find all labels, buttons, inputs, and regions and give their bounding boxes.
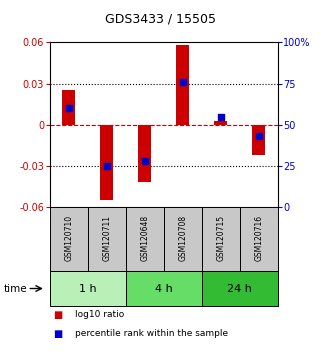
Text: percentile rank within the sample: percentile rank within the sample	[75, 329, 229, 338]
Bar	[50, 271, 126, 306]
Bar	[88, 207, 126, 271]
Text: GSM120711: GSM120711	[102, 215, 111, 261]
Text: GSM120708: GSM120708	[178, 215, 187, 261]
Bar	[164, 207, 202, 271]
Point	[218, 114, 223, 119]
Bar	[214, 121, 227, 125]
Bar	[202, 271, 278, 306]
Bar	[126, 271, 202, 306]
Text: log10 ratio: log10 ratio	[75, 310, 125, 319]
Bar	[176, 45, 189, 125]
Text: ■: ■	[53, 310, 62, 320]
Text: 1 h: 1 h	[79, 284, 97, 293]
Point	[180, 79, 185, 85]
Bar	[240, 207, 278, 271]
Bar	[100, 125, 113, 200]
Text: ■: ■	[53, 329, 62, 339]
Text: 4 h: 4 h	[155, 284, 173, 293]
Text: GSM120715: GSM120715	[216, 215, 225, 261]
Point	[256, 133, 261, 139]
Bar	[138, 125, 152, 182]
Point	[142, 158, 147, 164]
Text: 24 h: 24 h	[227, 284, 252, 293]
Text: GSM120716: GSM120716	[254, 215, 263, 261]
Bar	[50, 207, 88, 271]
Point	[66, 105, 71, 111]
Text: GSM120648: GSM120648	[140, 215, 149, 261]
Text: time: time	[3, 284, 27, 293]
Bar	[126, 207, 164, 271]
Point	[104, 163, 109, 169]
Bar	[202, 207, 240, 271]
Text: GSM120710: GSM120710	[64, 215, 73, 261]
Text: GDS3433 / 15505: GDS3433 / 15505	[105, 13, 216, 26]
Bar	[252, 125, 265, 155]
Bar	[62, 91, 75, 125]
